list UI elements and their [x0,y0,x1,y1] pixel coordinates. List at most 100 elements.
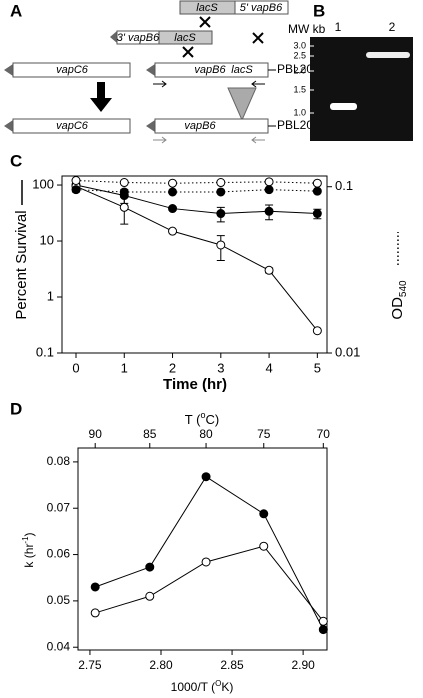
gene-box [12,62,131,78]
gene-label: vapB6 [184,120,216,132]
arrowhead [146,120,155,132]
marker-label: 2.0 [293,65,306,75]
y2-axis-label: OD540 [389,280,409,320]
x2-axis-label: T (oC) [185,410,219,427]
x-tick-label: 5 [314,360,321,375]
label-superscript: o [200,410,205,420]
data-point [168,178,178,188]
y2-tick-label: 0.1 [335,178,353,193]
data-point [168,204,178,214]
cross [182,46,194,58]
big-arrow [90,82,112,112]
x-tick-label: 1 [121,360,128,375]
panel-label: D [10,399,22,418]
x-tick-label: 2.75 [78,658,102,672]
data-point [90,608,100,618]
data-point [318,616,328,626]
series-line [75,189,318,193]
x-axis-label: Time (hr) [163,376,227,393]
primer-arrow [153,80,167,88]
y-axis-label: Percent Survival [13,210,30,319]
gene-label: lacS [174,32,196,44]
x-tick-label: 2 [169,360,176,375]
x-axis-label: 1000/T (OK) [171,679,234,695]
gene-box [12,118,131,134]
y-tick-label: 100 [32,176,54,191]
data-point [119,178,129,188]
panel-label: C [10,151,22,170]
cross [199,16,211,28]
lacs-box [158,30,213,45]
data-point [71,175,81,185]
plot-frame [77,447,328,651]
marker-label: 3.0 [293,40,306,50]
x-tick-label: 3 [217,360,224,375]
gene-label: vapC6 [56,120,89,132]
data-point [145,562,155,572]
data-point [119,202,129,212]
arrowhead [146,64,155,76]
y-tick-label: 0.07 [47,500,71,514]
y-tick-label: 0.05 [47,593,71,607]
lane-label: 1 [335,20,342,34]
x2-tick-label: 70 [317,427,331,441]
data-point [201,557,211,567]
data-point [168,187,178,197]
data-point [201,472,211,482]
gel-band [366,52,410,58]
mw-label: MW kb [288,22,326,36]
data-point [264,265,274,275]
gene-label: lacS [196,2,218,14]
gene-label: lacS [231,64,253,76]
gene-label: vapB6 [194,64,226,76]
x-tick-label: 0 [72,360,79,375]
series-line [95,545,324,622]
marker-label: 1.0 [293,107,306,117]
gene-label: 3' vapB6 [117,32,160,44]
arrowhead [4,120,13,132]
label-part: k (hr [22,544,36,568]
series-line [75,185,318,332]
x-tick-label: 2.80 [149,658,173,672]
insertion-triangle [227,87,257,122]
gene-box [234,0,289,15]
y-tick-label: 0.04 [47,639,71,653]
label-part: K) [221,680,233,694]
panel-label: A [10,1,22,20]
data-point [145,591,155,601]
gel-band [330,103,357,110]
x2-tick-label: 90 [89,427,103,441]
data-point [318,625,328,635]
y-axis-label: k (hr-1) [21,532,37,567]
label-superscript: O [215,679,221,688]
gene-label: 5' vapB6 [240,2,283,14]
x-tick-label: 4 [265,360,272,375]
label-part: 1000/T ( [171,680,215,694]
y2-tick-label: 0.01 [335,344,360,359]
gene-label: vapC6 [56,64,89,76]
label-subscript: 540 [398,280,409,297]
data-point [259,541,269,551]
data-point [216,187,226,197]
marker-label: 1.5 [293,84,306,94]
x2-tick-label: 75 [257,427,271,441]
data-point [264,185,274,195]
y-tick-label: 10 [40,232,54,247]
data-point [71,185,81,195]
data-point [312,209,322,219]
label-part: C) [205,412,219,427]
label-part: ) [22,532,36,536]
marker-ticks [310,45,314,114]
marker-label: 2.5 [293,50,306,60]
plot-frame [61,175,328,354]
data-point [264,206,274,216]
primer-arrow [153,136,167,144]
series-line [75,184,318,215]
y-tick-label: 1 [47,288,54,303]
label-part: T ( [185,412,201,427]
primer-arrow [251,136,265,144]
y-tick-label: 0.08 [47,454,71,468]
data-point [216,178,226,188]
